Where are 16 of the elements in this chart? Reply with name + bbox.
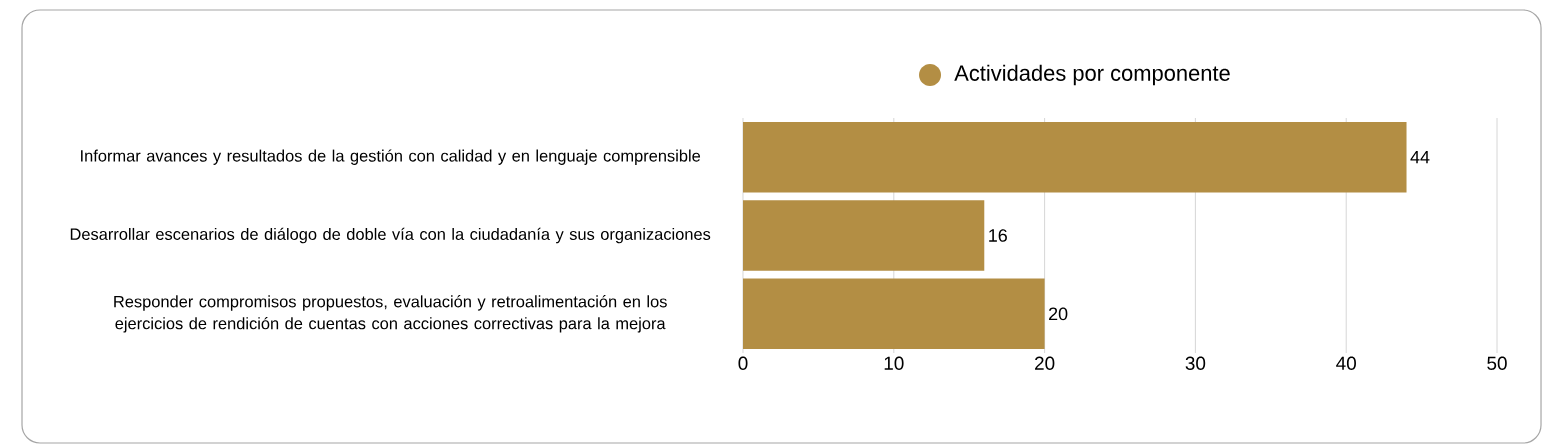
y-tick-label: Informar avances y resultados de la gestión con calidad y en lenguaje comprensible [81,149,701,165]
x-tick-label: 50 [1487,356,1507,370]
bar [743,121,1407,193]
data-label: 44 [1410,150,1430,164]
x-tick-label: 10 [884,356,904,370]
y-tick-label: Responder compromisos propuestos, evaluación y retroalimentación en los ejercicios de rendición de cuentas con acciones correctivas para la mejora [114,295,667,333]
legend-label: Actividades por componente [954,64,1230,86]
bar [743,278,1045,350]
bar [743,200,985,271]
x-tick-label: 40 [1336,356,1356,370]
x-tick-label: 20 [1035,356,1055,370]
data-label: 16 [989,229,1007,242]
data-label: 20 [1049,307,1068,321]
x-tick-label: 0 [738,356,748,370]
x-tick-label: 30 [1185,356,1206,370]
y-tick-label: Desarrollar escenarios de diálogo de doble vía con la ciudadanía y sus organizaciones [70,227,711,244]
